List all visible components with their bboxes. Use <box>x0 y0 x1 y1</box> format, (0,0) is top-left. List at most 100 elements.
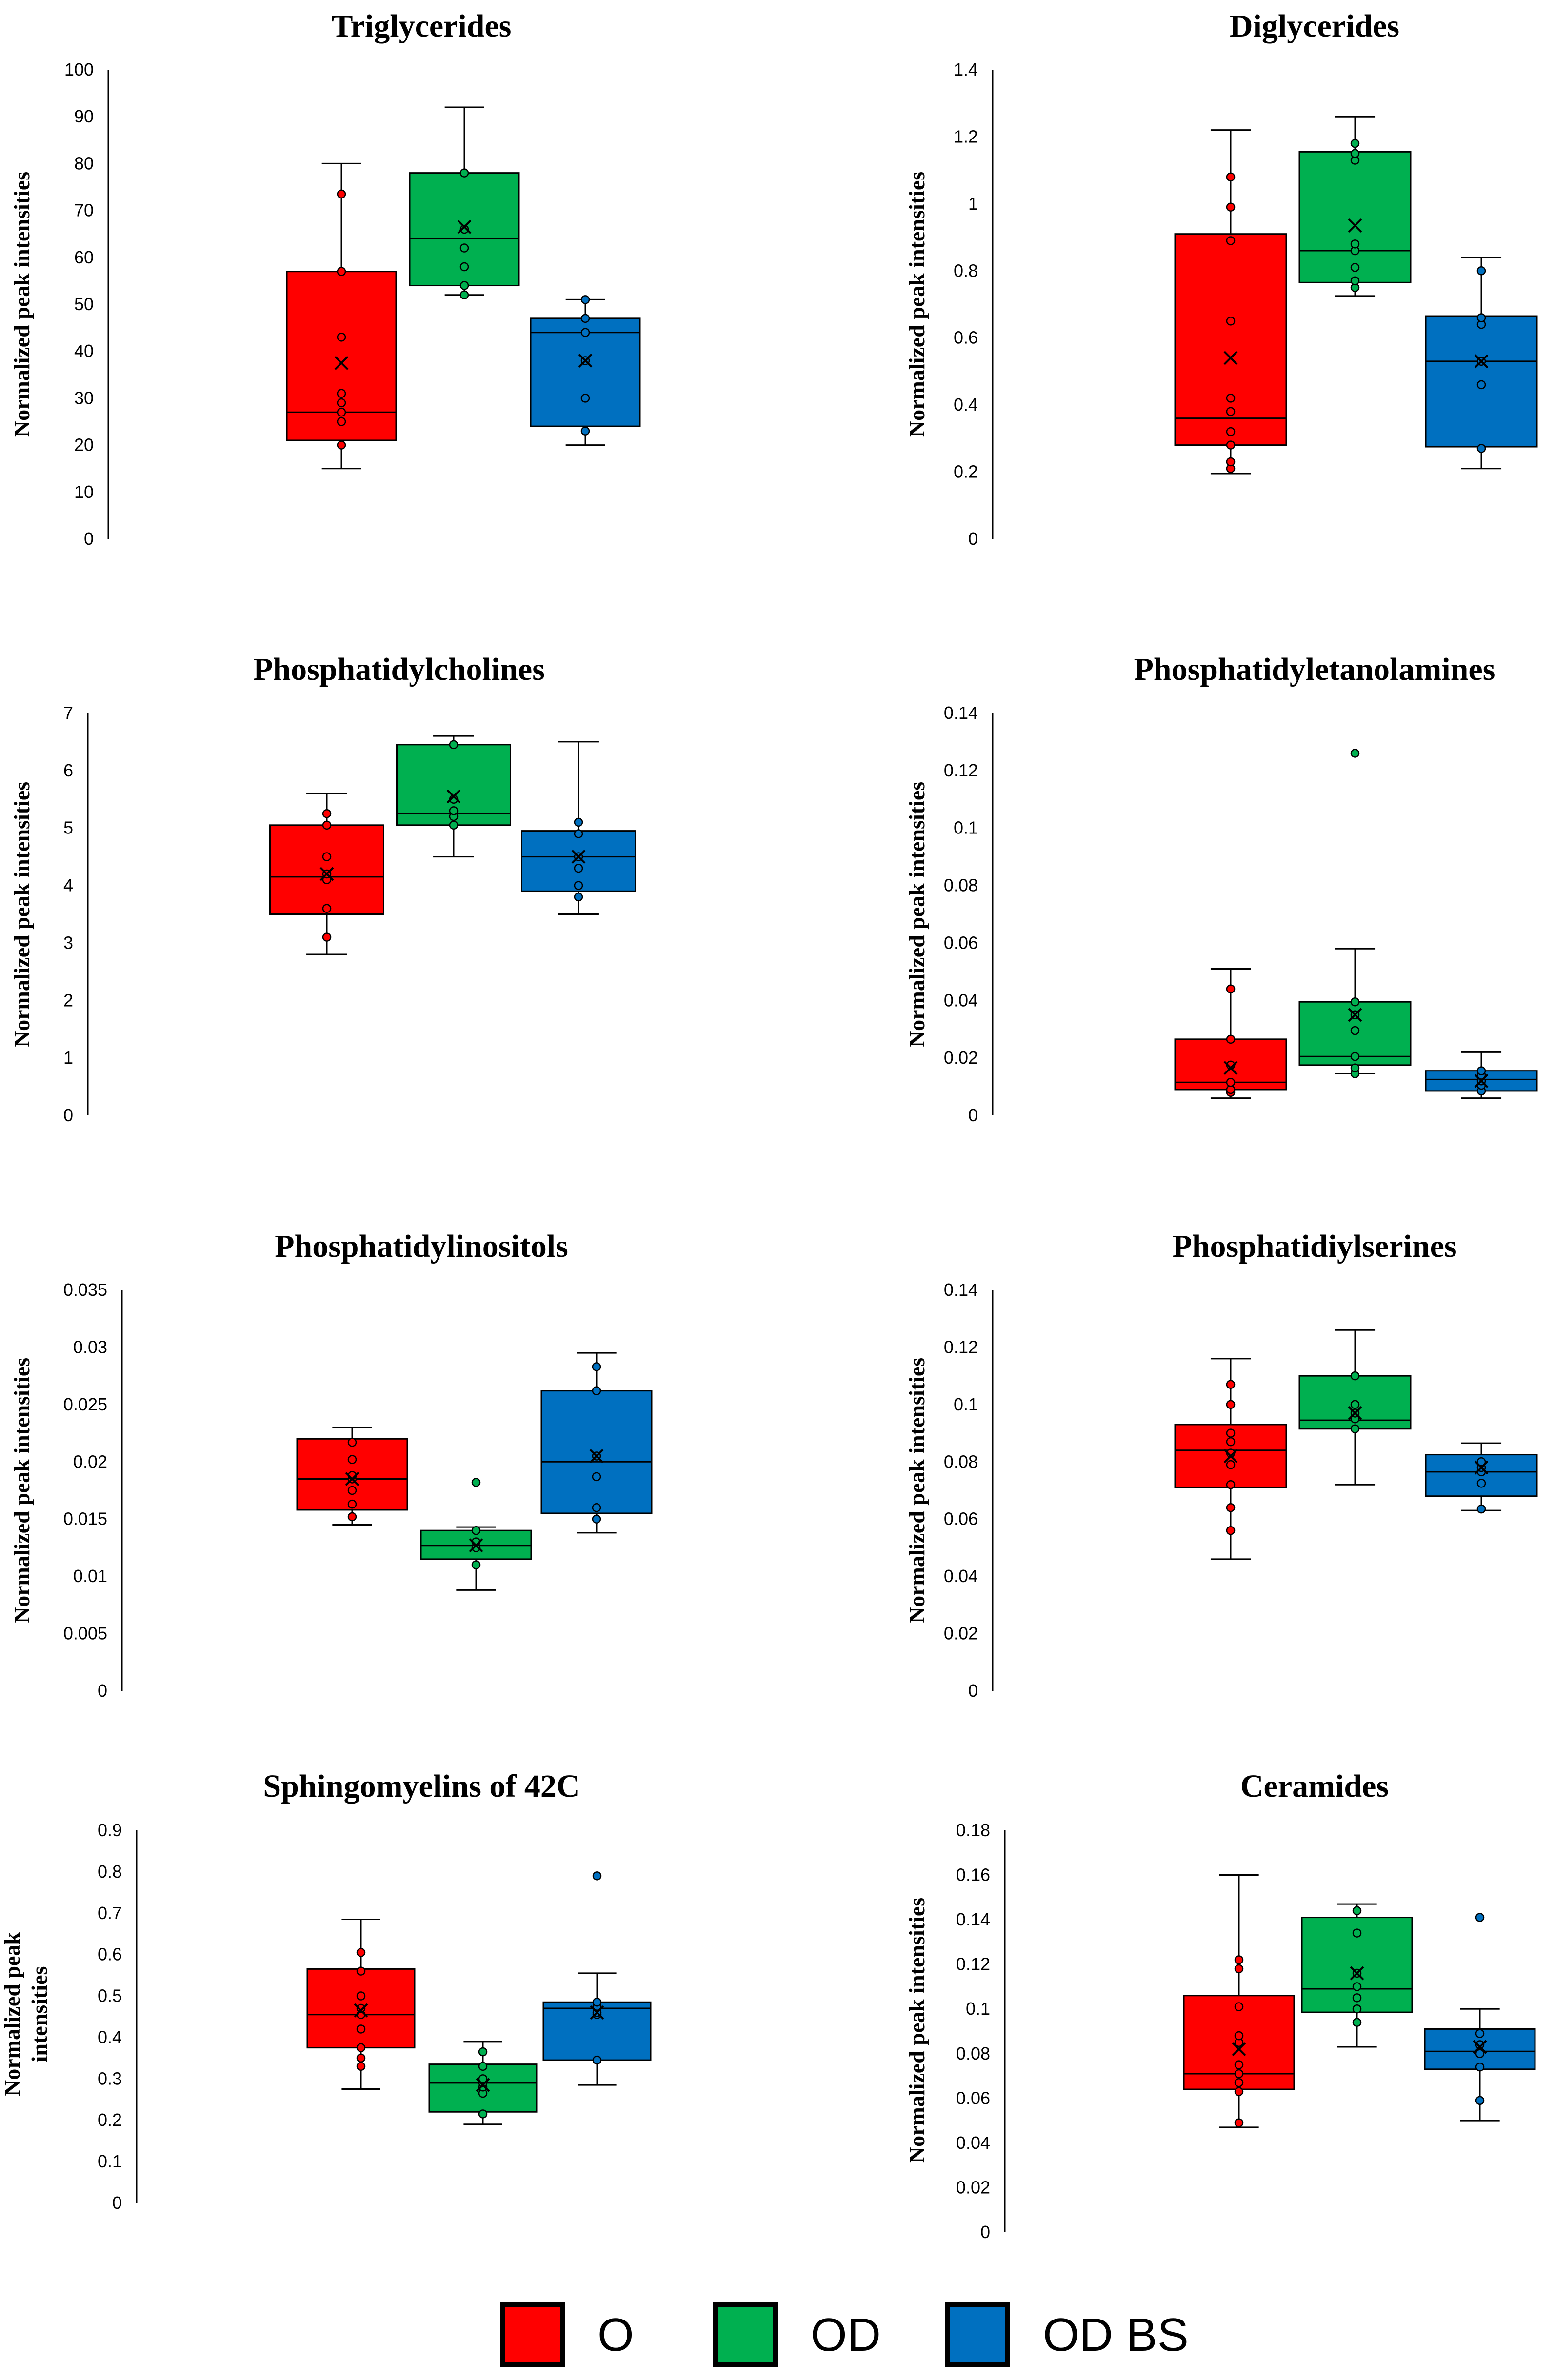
box-od-bs <box>530 295 641 446</box>
y-tick-label: 7 <box>63 703 73 723</box>
data-point <box>1226 1460 1236 1469</box>
data-point <box>1226 1480 1236 1489</box>
y-tick-label: 0.12 <box>944 1337 978 1357</box>
mean-marker <box>1474 354 1489 369</box>
box-od-bs <box>1425 1442 1538 1514</box>
data-point <box>574 892 583 902</box>
y-tick-label: 0.16 <box>956 1865 990 1885</box>
y-tick-label: 90 <box>74 106 94 126</box>
legend-item-od-bs: OD BS <box>945 2302 1189 2367</box>
chart-panel-triglycerides: Triglycerides 0 10 20 30 40 50 60 70 80 90 100 Norma… <box>9 8 641 549</box>
legend-item-o: O <box>500 2302 634 2367</box>
mean-marker <box>1348 1008 1362 1022</box>
data-point <box>1476 380 1486 390</box>
y-tick-label: 0.06 <box>956 2088 990 2108</box>
y-axis-label: Normalized peak intensities <box>904 782 929 1047</box>
y-tick-label: 0.03 <box>73 1337 107 1357</box>
y-tick-label: 3 <box>63 932 73 952</box>
data-point <box>449 740 459 750</box>
data-point <box>1350 139 1360 148</box>
y-tick-label: 0.1 <box>954 1394 978 1414</box>
box-od <box>1298 116 1412 297</box>
box-o <box>296 1427 408 1526</box>
mean-marker <box>319 867 334 881</box>
y-tick-label: 0.6 <box>954 328 978 348</box>
data-point <box>356 1966 366 1976</box>
data-point <box>1475 2029 1485 2038</box>
mean-marker <box>590 2005 604 2020</box>
y-tick-label: 0.8 <box>98 1862 122 1882</box>
data-point <box>580 394 590 403</box>
data-point <box>1352 2004 1362 2014</box>
box-od <box>420 1478 532 1591</box>
box-iqr <box>306 1968 416 2049</box>
data-point <box>580 426 590 436</box>
legend-item-od: OD <box>713 2302 881 2367</box>
data-point <box>459 262 469 272</box>
data-point <box>1234 1964 1244 1974</box>
mean-marker <box>1348 1406 1362 1420</box>
data-point <box>592 1871 602 1881</box>
legend: O OD OD BS <box>500 2302 1189 2367</box>
data-point <box>459 168 469 178</box>
box-o <box>1183 1874 1295 2128</box>
mean-marker <box>446 789 461 804</box>
data-point <box>459 290 469 300</box>
data-point <box>337 333 346 342</box>
data-point <box>347 1438 357 1447</box>
chart-title: Sphingomyelins of 42C <box>263 1768 579 1804</box>
data-point <box>1234 2069 1244 2079</box>
data-point <box>580 295 590 304</box>
data-point <box>1475 2040 1485 2049</box>
y-tick-label: 50 <box>74 294 94 314</box>
data-point <box>1476 1066 1486 1075</box>
data-point <box>1226 457 1236 467</box>
data-point <box>1234 2087 1244 2096</box>
y-tick-label: 0.08 <box>944 875 978 895</box>
box-od <box>428 2041 538 2125</box>
data-point <box>356 2062 366 2071</box>
box-o <box>269 793 384 955</box>
y-tick-label: 0.1 <box>966 1999 990 2019</box>
box-od <box>396 735 511 858</box>
legend-label: O <box>598 2309 634 2361</box>
box-od-bs <box>1424 1913 1536 2122</box>
chart-title: Phosphatidylcholines <box>253 652 545 687</box>
data-point <box>1226 236 1236 245</box>
data-point <box>592 2055 602 2065</box>
y-tick-label: 0.005 <box>63 1624 107 1644</box>
y-tick-label: 0.02 <box>944 1624 978 1644</box>
y-tick-label: 0.01 <box>73 1566 107 1586</box>
chart-panel-ceramides: Ceramides 0 0.02 0.04 0.06 0.08 0.1 0.12 0.14 0.1… <box>904 1768 1536 2242</box>
box-iqr <box>1298 151 1412 283</box>
data-point <box>592 1514 601 1524</box>
data-point <box>1476 266 1486 276</box>
data-point <box>1234 2118 1244 2127</box>
y-tick-label: 100 <box>64 60 94 79</box>
mean-marker <box>1348 218 1362 233</box>
data-point <box>1234 1955 1244 1964</box>
data-point <box>322 809 332 818</box>
data-point <box>1226 1428 1236 1438</box>
box-o <box>306 1919 416 2090</box>
data-point <box>1475 1913 1485 1922</box>
y-tick-label: 0.14 <box>944 703 978 723</box>
chart-title: Phosphatidyletanolamines <box>1134 652 1495 687</box>
box-od-bs <box>540 1352 653 1534</box>
y-tick-label: 30 <box>74 388 94 408</box>
legend-swatch <box>713 2302 778 2367</box>
data-point <box>1476 444 1486 453</box>
mean-marker <box>334 356 349 370</box>
data-point <box>1476 1504 1486 1514</box>
data-point <box>592 1503 601 1512</box>
data-point <box>1226 172 1236 182</box>
data-point <box>471 1560 481 1569</box>
data-point <box>1475 2096 1485 2105</box>
y-tick-label: 0 <box>63 1105 73 1125</box>
data-point <box>580 314 590 323</box>
data-point <box>322 820 332 830</box>
y-tick-label: 0.04 <box>944 1566 978 1586</box>
data-point <box>471 1478 481 1487</box>
legend-swatch <box>500 2302 565 2367</box>
data-point <box>337 267 346 276</box>
